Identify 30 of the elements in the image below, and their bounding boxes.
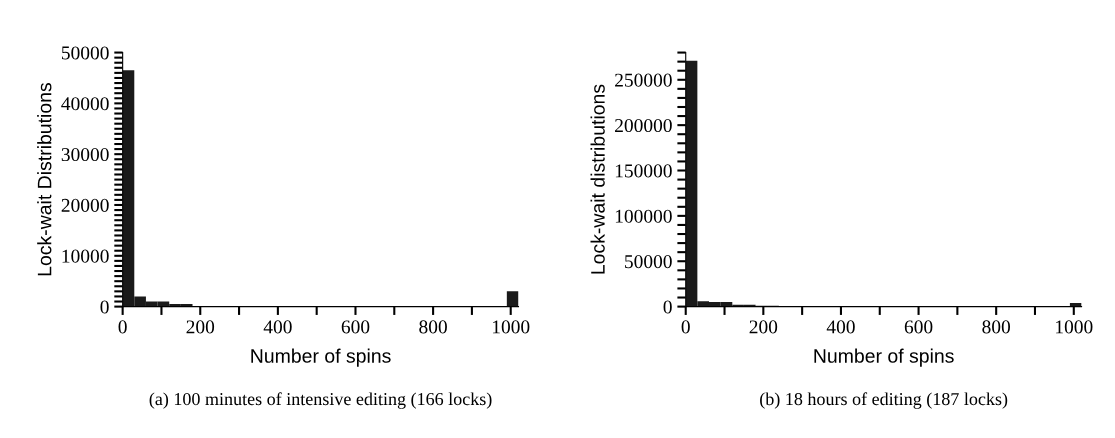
x-tick-label: 600 [341, 320, 370, 334]
y-axis-title: Lock-wait distributions [590, 84, 605, 274]
x-tick-label: 600 [904, 320, 933, 334]
text: (a) 100 minutes of intensive editing (166 locks) [149, 392, 492, 409]
y-tick-label: 150000 [615, 164, 672, 178]
y-tick-label: 40000 [61, 97, 109, 111]
x-tick-label: 800 [419, 320, 447, 334]
x-tick-label: 200 [186, 320, 215, 334]
x-tick-label: 1000 [492, 320, 530, 334]
x-axis-title: Number of spins [251, 348, 391, 367]
x-tick-label: 0 [118, 320, 127, 334]
y-tick-label: 10000 [62, 249, 109, 263]
y-tick-label: 50000 [625, 255, 672, 269]
x-tick-label: 0 [681, 320, 690, 334]
y-tick-label: 200000 [615, 118, 672, 133]
y-tick-label: 30000 [61, 147, 109, 162]
y-tick-label: 0 [100, 300, 109, 314]
y-axis-title: Lock-wait Distributions [37, 83, 52, 276]
x-axis-title: Number of spins [814, 348, 954, 367]
x-tick-label: 800 [982, 320, 1011, 334]
x-tick-label: 400 [263, 320, 292, 334]
y-tick-label: 0 [663, 300, 672, 314]
text: (b) 18 hours of editing (187 locks) [760, 392, 1008, 409]
y-tick-label: 250000 [615, 73, 672, 87]
x-tick-label: 200 [749, 320, 778, 334]
y-tick-label: 20000 [61, 198, 109, 212]
x-tick-label: 400 [826, 320, 855, 334]
y-tick-label: 50000 [61, 46, 109, 60]
y-tick-label: 100000 [615, 209, 672, 223]
x-tick-label: 1000 [1056, 320, 1093, 334]
